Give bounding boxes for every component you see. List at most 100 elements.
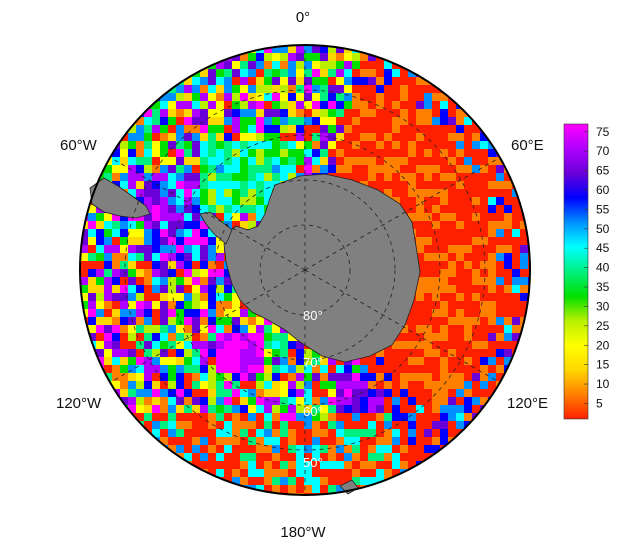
data-cell xyxy=(312,477,321,486)
data-cell xyxy=(440,221,449,230)
data-cell xyxy=(160,149,169,158)
data-cell xyxy=(440,317,449,326)
data-cell xyxy=(104,165,113,174)
data-cell xyxy=(192,389,201,398)
data-cell xyxy=(168,141,177,150)
data-cell xyxy=(288,53,297,62)
data-cell xyxy=(304,469,313,478)
data-cell xyxy=(520,277,529,286)
data-cell xyxy=(440,157,449,166)
data-cell xyxy=(360,373,369,382)
data-cell xyxy=(424,333,433,342)
data-cell xyxy=(472,317,481,326)
data-cell xyxy=(120,341,129,350)
data-cell xyxy=(128,269,137,278)
data-cell xyxy=(344,397,353,406)
data-cell xyxy=(256,77,265,86)
data-cell xyxy=(480,133,489,142)
data-cell xyxy=(336,45,345,54)
data-cell xyxy=(176,365,185,374)
latitude-circle xyxy=(169,134,441,406)
data-cell xyxy=(128,141,137,150)
data-cell xyxy=(112,261,121,270)
data-cell xyxy=(384,61,393,70)
data-cell xyxy=(360,437,369,446)
data-cell xyxy=(496,389,505,398)
data-cell xyxy=(432,85,441,94)
data-cell xyxy=(248,109,257,118)
data-cell xyxy=(80,333,89,342)
data-cell xyxy=(352,101,361,110)
data-cell xyxy=(248,53,257,62)
data-cell xyxy=(176,269,185,278)
data-cell xyxy=(256,125,265,134)
data-cell xyxy=(160,437,169,446)
data-cell xyxy=(80,277,89,286)
data-cell xyxy=(248,181,257,190)
data-cell xyxy=(328,373,337,382)
data-cell xyxy=(248,69,257,78)
data-cell xyxy=(168,245,177,254)
data-cell xyxy=(336,165,345,174)
data-cell xyxy=(248,429,257,438)
data-cell xyxy=(440,197,449,206)
data-cell xyxy=(184,389,193,398)
data-cell xyxy=(496,293,505,302)
data-cell xyxy=(472,253,481,262)
data-cell xyxy=(136,229,145,238)
data-cell xyxy=(464,365,473,374)
data-cell xyxy=(208,165,217,174)
data-cell xyxy=(272,357,281,366)
data-cell xyxy=(304,453,313,462)
data-cell xyxy=(176,381,185,390)
data-cell xyxy=(456,389,465,398)
data-cell xyxy=(152,197,161,206)
data-cell xyxy=(304,445,313,454)
data-cell xyxy=(144,261,153,270)
data-cell xyxy=(448,357,457,366)
data-cell xyxy=(176,437,185,446)
data-cell xyxy=(432,397,441,406)
data-cell xyxy=(256,373,265,382)
data-cell xyxy=(120,261,129,270)
data-cell xyxy=(240,117,249,126)
data-cell xyxy=(200,445,209,454)
data-cell xyxy=(304,45,313,54)
data-cell xyxy=(424,245,433,254)
data-cell xyxy=(408,437,417,446)
data-cell xyxy=(424,157,433,166)
data-cell xyxy=(232,117,241,126)
data-cell xyxy=(248,477,257,486)
data-cell xyxy=(200,133,209,142)
data-cell xyxy=(224,85,233,94)
data-cell xyxy=(264,477,273,486)
data-cell xyxy=(480,245,489,254)
data-cell xyxy=(376,365,385,374)
data-cell xyxy=(448,373,457,382)
data-cell xyxy=(128,397,137,406)
data-cell xyxy=(472,333,481,342)
data-cell xyxy=(488,221,497,230)
data-cell xyxy=(464,221,473,230)
data-cell xyxy=(80,261,89,270)
data-cell xyxy=(96,301,105,310)
data-cell xyxy=(424,125,433,134)
data-cell xyxy=(456,373,465,382)
data-cell xyxy=(272,485,281,494)
data-cell xyxy=(184,101,193,110)
data-cell xyxy=(104,277,113,286)
data-cell xyxy=(360,109,369,118)
data-cell xyxy=(240,357,249,366)
data-cell xyxy=(152,373,161,382)
data-cell xyxy=(168,365,177,374)
data-cell xyxy=(176,349,185,358)
data-cell xyxy=(344,461,353,470)
data-cell xyxy=(256,349,265,358)
data-cell xyxy=(512,317,521,326)
data-cell xyxy=(296,429,305,438)
data-cell xyxy=(184,117,193,126)
data-cell xyxy=(432,301,441,310)
data-cell xyxy=(248,149,257,158)
data-cell xyxy=(424,317,433,326)
data-cell xyxy=(336,437,345,446)
